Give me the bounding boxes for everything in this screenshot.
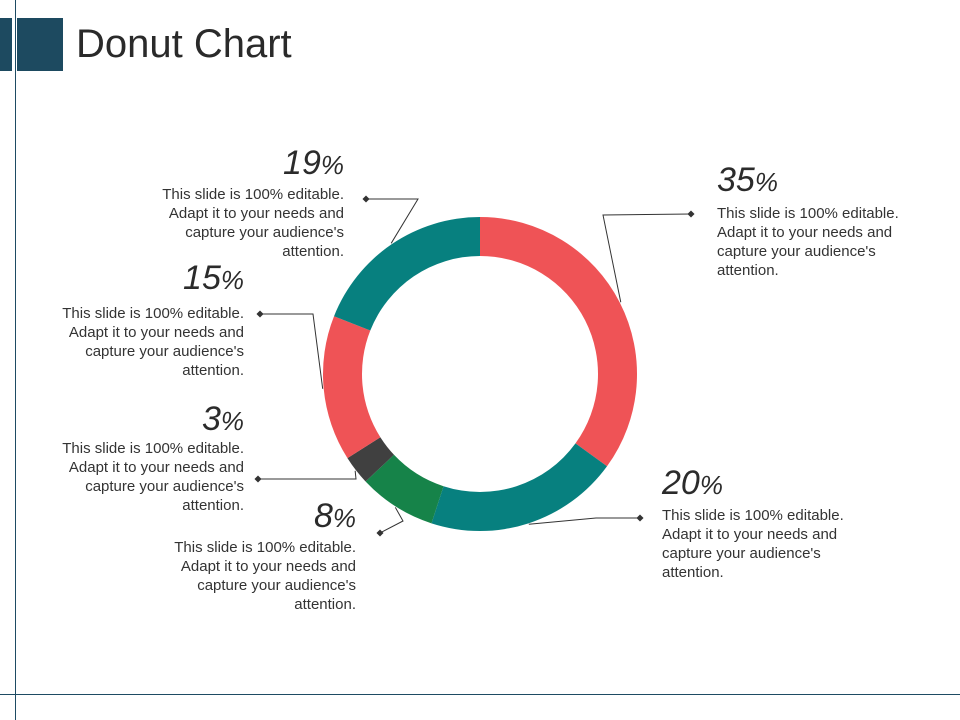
slice-3-description: This slide is 100% editable. Adapt it to… (62, 440, 244, 514)
title-accent-bar-small (0, 18, 12, 71)
slice-19-description: This slide is 100% editable. Adapt it to… (162, 186, 344, 260)
leader-dot-15 (256, 310, 264, 318)
slice-19-percent-label: 19% (283, 144, 344, 182)
page-title: Donut Chart (76, 22, 292, 66)
donut-slice-20 (431, 443, 608, 531)
leader-line-15 (260, 313, 324, 389)
leader-dot-19 (362, 195, 370, 203)
leader-dot-8 (376, 529, 384, 537)
donut-slice-35 (480, 217, 637, 467)
horizontal-guide-line (0, 694, 960, 695)
slice-8-percent-label: 8% (313, 497, 356, 535)
title-accent-bar (17, 18, 63, 71)
donut-slice-8 (365, 454, 444, 524)
slice-15-percent-label: 15% (183, 259, 244, 297)
slice-20-description: This slide is 100% editable. Adapt it to… (662, 507, 844, 581)
leader-dot-20 (636, 514, 644, 522)
donut-slice-3 (347, 437, 394, 482)
leader-line-3 (258, 470, 357, 480)
slice-8-description: This slide is 100% editable. Adapt it to… (174, 539, 356, 613)
leader-line-8 (379, 507, 404, 534)
leader-line-20 (528, 517, 640, 525)
leader-line-35 (602, 213, 692, 303)
donut-slice-19 (334, 217, 480, 331)
donut-slice-15 (323, 316, 381, 459)
slice-35-percent-label: 35% (717, 161, 778, 199)
leader-dot-3 (254, 475, 262, 483)
slice-3-percent-label: 3% (201, 400, 244, 438)
leader-dot-35 (687, 210, 695, 218)
slice-20-percent-label: 20% (662, 464, 723, 502)
slice-15-description: This slide is 100% editable. Adapt it to… (62, 305, 244, 379)
slice-35-description: This slide is 100% editable. Adapt it to… (717, 205, 899, 279)
leader-line-19 (366, 198, 419, 244)
vertical-guide-line (15, 0, 16, 720)
